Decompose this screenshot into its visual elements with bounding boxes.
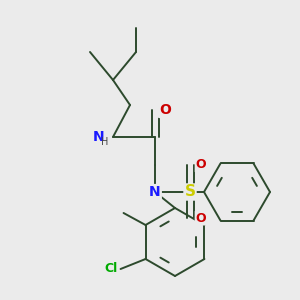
Text: S: S (184, 184, 196, 200)
Text: N: N (149, 185, 161, 199)
Text: Cl: Cl (104, 262, 117, 275)
Text: H: H (101, 137, 109, 147)
Text: O: O (196, 212, 206, 224)
Text: O: O (196, 158, 206, 172)
Text: O: O (159, 103, 171, 117)
Text: N: N (93, 130, 105, 144)
